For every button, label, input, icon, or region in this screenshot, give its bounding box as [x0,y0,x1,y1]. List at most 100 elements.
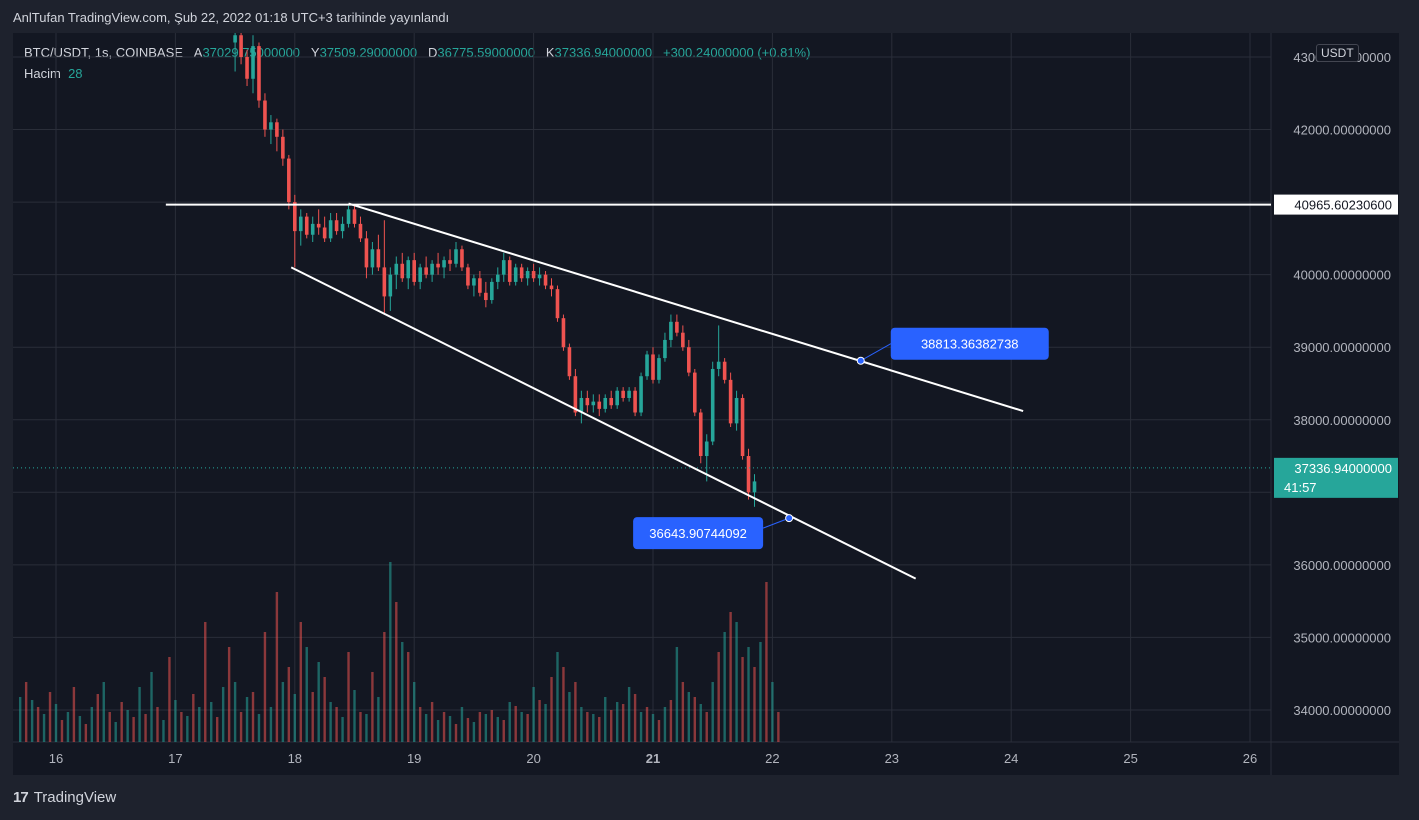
candle-body [418,267,422,282]
volume-bar [239,712,243,742]
chart-panel[interactable] [13,33,1399,775]
time-tick-label: 19 [407,751,421,766]
trendline-lower [290,266,917,580]
volume-bar [281,682,285,742]
horizontal-line-price-text: 40965.60230600 [1294,198,1392,213]
volume-bar [544,704,547,742]
tradingview-brand[interactable]: 17 TradingView [13,789,116,806]
volume-bar [490,710,494,742]
time-tick-label: 26 [1243,751,1257,766]
candle-body [304,216,309,235]
candle-body [657,358,661,380]
volume-bar [48,692,52,742]
volume-bar [687,692,691,742]
candle-body [376,249,381,268]
volume-bar [323,677,326,742]
volume-bar [424,714,428,742]
lower-marker-dot [785,514,794,523]
candle-body [316,223,321,228]
volume-bar [233,682,237,742]
volume-bar [753,667,756,742]
candle-body [591,401,596,406]
candle-body [281,136,285,159]
volume-bar [496,717,499,742]
volume-bar [108,712,111,742]
volume-bar [299,622,302,742]
candle-body [370,249,375,268]
volume-bar [454,724,458,742]
candle-body [561,318,566,348]
symbol-label[interactable]: BTC/USDT, 1s, COINBASE [24,45,183,60]
volume-bar [604,697,607,742]
candle-body [448,260,452,264]
change-value: +300.24000000 (+0.81%) [662,45,811,60]
volume-bar [311,692,314,742]
time-tick-label: 18 [288,751,302,766]
candle-body [722,361,727,380]
volume-bar [526,714,529,742]
volume-bar [192,694,195,742]
candle-body [507,260,512,282]
volume-bar [657,720,661,742]
candle-body [346,209,351,224]
volume-bar [329,702,332,742]
volume-bar [210,702,213,742]
volume-bar [556,652,559,742]
candle-body [251,46,255,79]
candle-body [406,260,411,279]
candle-body [645,354,649,377]
volume-bar [460,707,464,742]
candle-body [322,227,327,239]
volume-bar [765,582,768,742]
candle-body [287,158,291,203]
candle-body [597,401,602,409]
volume-bar [114,722,117,742]
volume-bar [645,707,649,742]
volume-bar [347,652,350,742]
candle-body [633,390,637,413]
candle-body [734,397,739,424]
volume-bar [144,714,147,742]
time-tick-label: 23 [885,751,899,766]
volume-bar [156,707,159,742]
lower-marker-connector [762,517,790,529]
currency-badge[interactable]: USDT [1316,44,1359,62]
candle-body [466,267,470,286]
volume-bar [627,687,631,742]
volume-bar [251,692,255,742]
candle-body [585,397,590,406]
volume-bar [478,712,482,742]
candle-body [531,271,536,279]
volume-bar [759,642,762,742]
volume-bar [502,720,505,742]
volume-bar [317,662,320,742]
volume-bar [413,682,416,742]
candle-body [382,267,387,297]
candle-body [239,35,243,57]
volume-bar [90,707,94,742]
volume-bar [263,632,267,742]
volume-bar [771,682,774,742]
volume-bar [586,712,589,742]
candle-body [436,263,440,268]
candle-body [681,332,685,348]
volume-value: 28 [68,66,83,81]
volume-bar [120,702,123,742]
volume-bar [723,632,726,742]
candle-body [603,397,608,409]
candle-body [245,57,249,79]
volume-bar [30,700,34,742]
low-value: 36775.59000000 [437,45,536,60]
candle-body [609,397,614,406]
volume-legend: Hacim 28 [24,66,83,81]
volume-bar [580,707,583,742]
volume-bar [341,717,344,742]
candle-body [442,260,446,268]
published-header: AnlTufan TradingView.com, Şub 22, 2022 0… [13,10,450,25]
candle-body [269,122,273,130]
volume-bar [532,687,535,742]
volume-bar [215,717,219,742]
candle-body [651,354,655,380]
candle-body [352,209,357,224]
